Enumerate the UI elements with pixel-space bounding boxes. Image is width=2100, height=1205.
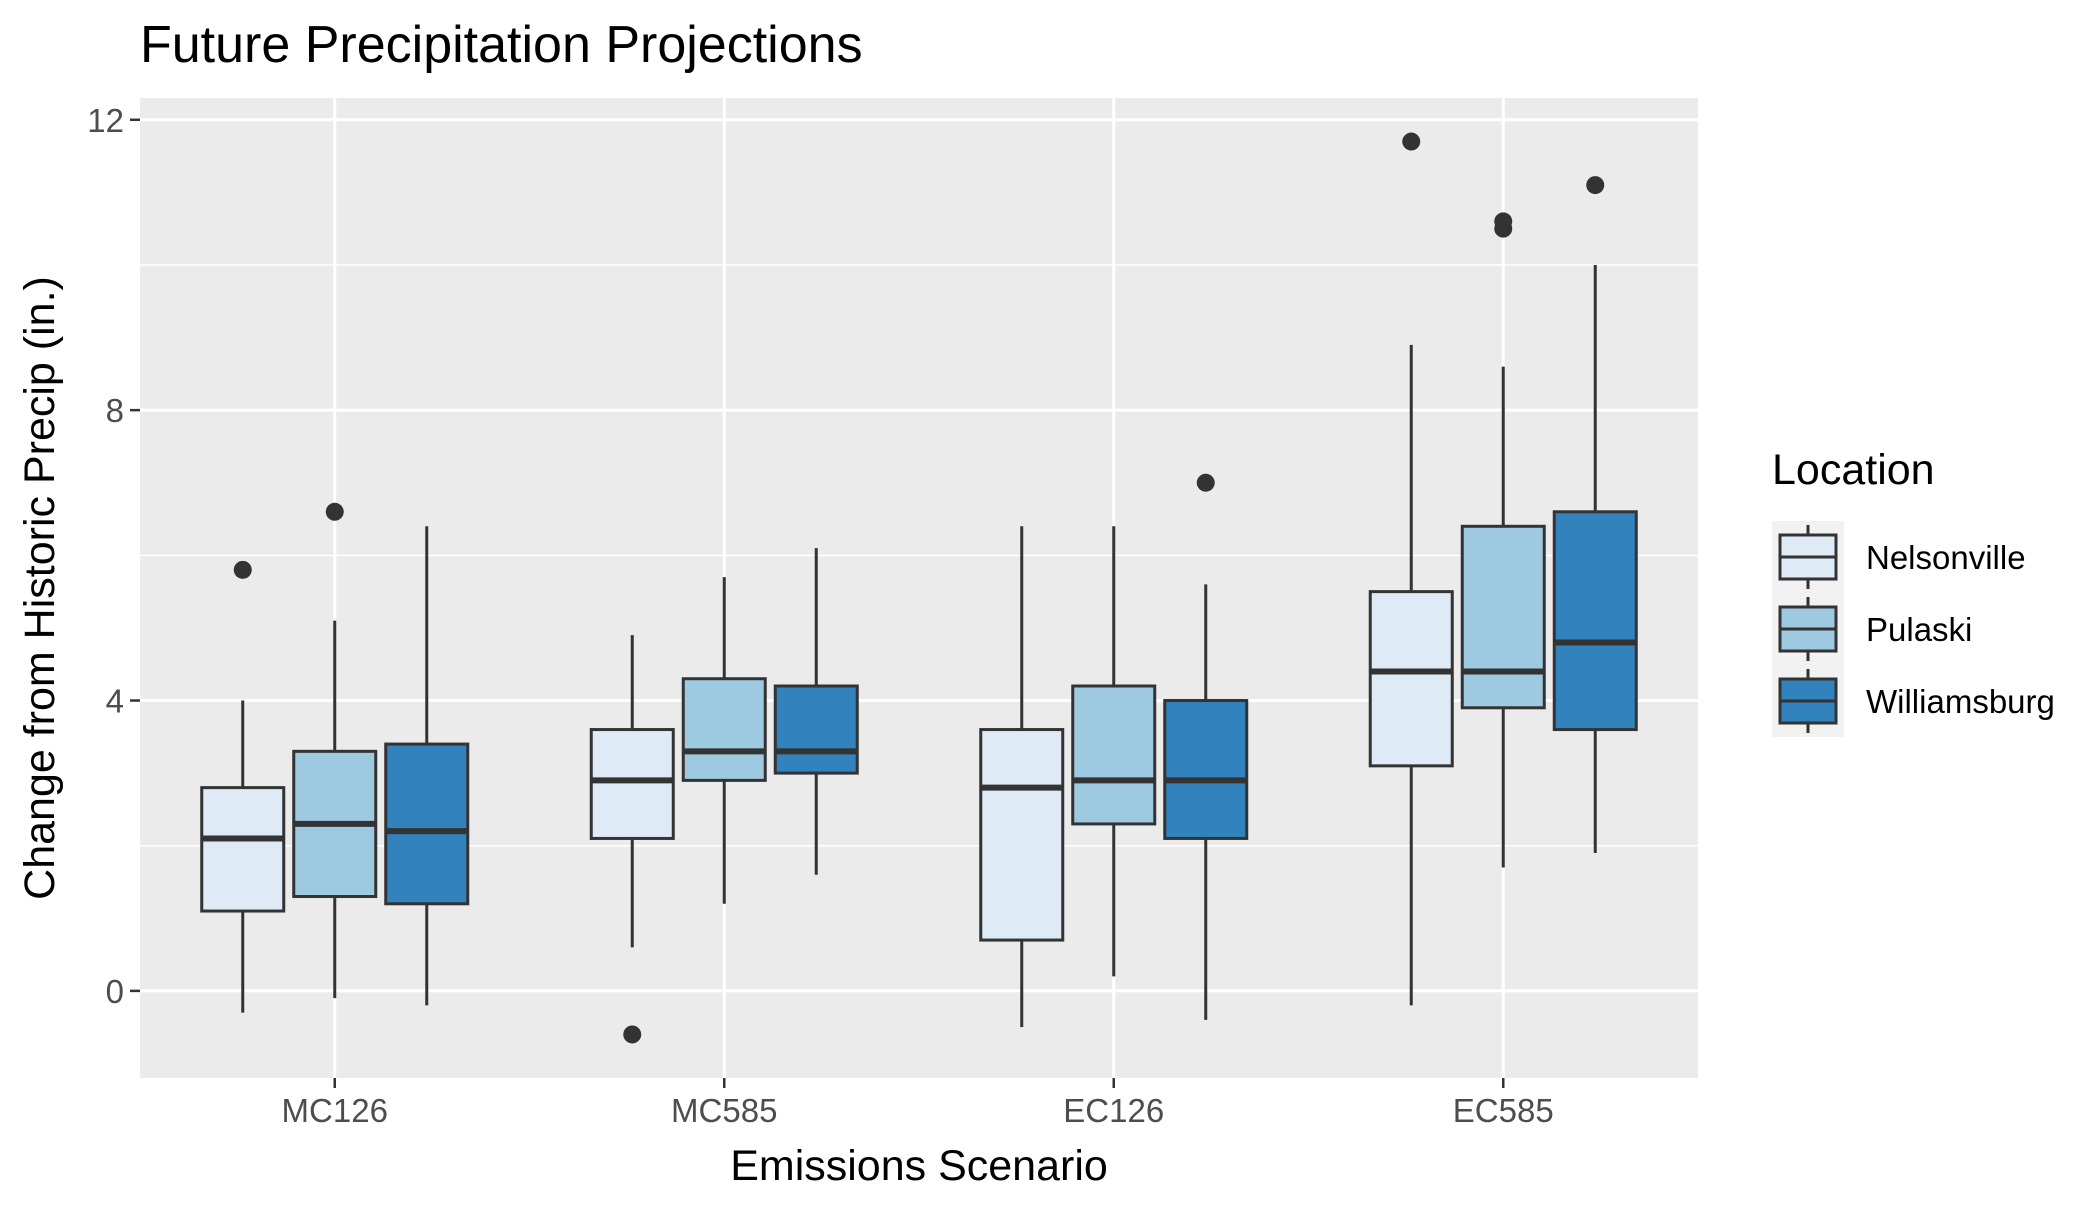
box-EC126-Williamsburg [1163,473,1249,1020]
box-body [1071,684,1157,826]
legend-item-Pulaski: Pulaski [1778,597,1972,661]
box-MC126-Nelsonville [200,560,286,1013]
box-body [773,684,859,775]
outlier-point [1586,176,1605,195]
outlier-point [623,1025,642,1044]
box-MC126-Williamsburg [384,526,470,1006]
x-tick-label: EC126 [1063,1092,1164,1129]
legend-label: Nelsonville [1866,539,2026,576]
box-MC585-Pulaski [681,577,767,904]
legend-label: Pulaski [1866,611,1972,648]
plot-panel [140,98,1698,1078]
axes: 0 4 8 12 MC126 MC585 EC126 EC585 [87,102,1553,1129]
x-tick-label: MC585 [671,1092,777,1129]
box-EC585-Pulaski [1460,212,1546,868]
outlier-point [325,502,344,521]
box-body [1163,699,1249,840]
x-axis-title: Emissions Scenario [730,1142,1108,1190]
y-tick-label: 0 [106,973,124,1010]
box-body [979,728,1065,942]
legend-item-Williamsburg: Williamsburg [1778,669,2055,733]
x-tick-label: MC126 [282,1092,388,1129]
box-body [681,677,767,782]
legend-item-Nelsonville: Nelsonville [1778,525,2026,589]
outlier-point [1494,212,1513,231]
y-axis-title: Change from Historic Precip (in.) [16,276,64,900]
y-tick-label: 12 [87,102,124,139]
box-MC585-Williamsburg [773,548,859,875]
box-body [1552,510,1638,732]
box-body [384,742,470,906]
outlier-point [1402,132,1421,151]
legend-title: Location [1772,446,1935,494]
y-tick-label: 4 [106,683,124,720]
box-MC585-Nelsonville [589,635,675,1044]
x-tick-label: EC585 [1453,1092,1554,1129]
chart-title: Future Precipitation Projections [140,16,863,74]
box-EC585-Nelsonville [1368,132,1454,1006]
box-EC126-Nelsonville [979,526,1065,1028]
box-MC126-Pulaski [292,502,378,999]
box-EC126-Pulaski [1071,526,1157,977]
box-body [1368,590,1454,768]
y-tick-label: 8 [106,392,124,429]
boxes [200,132,1638,1044]
outlier-point [233,560,252,579]
legend-label: Williamsburg [1866,683,2055,720]
box-body [589,728,675,840]
box-body [200,786,286,913]
legend: Location Nelsonville Pulaski Williamsburg [1772,446,2055,737]
outlier-point [1196,473,1215,492]
box-body [1460,524,1546,710]
box-EC585-Williamsburg [1552,176,1638,853]
